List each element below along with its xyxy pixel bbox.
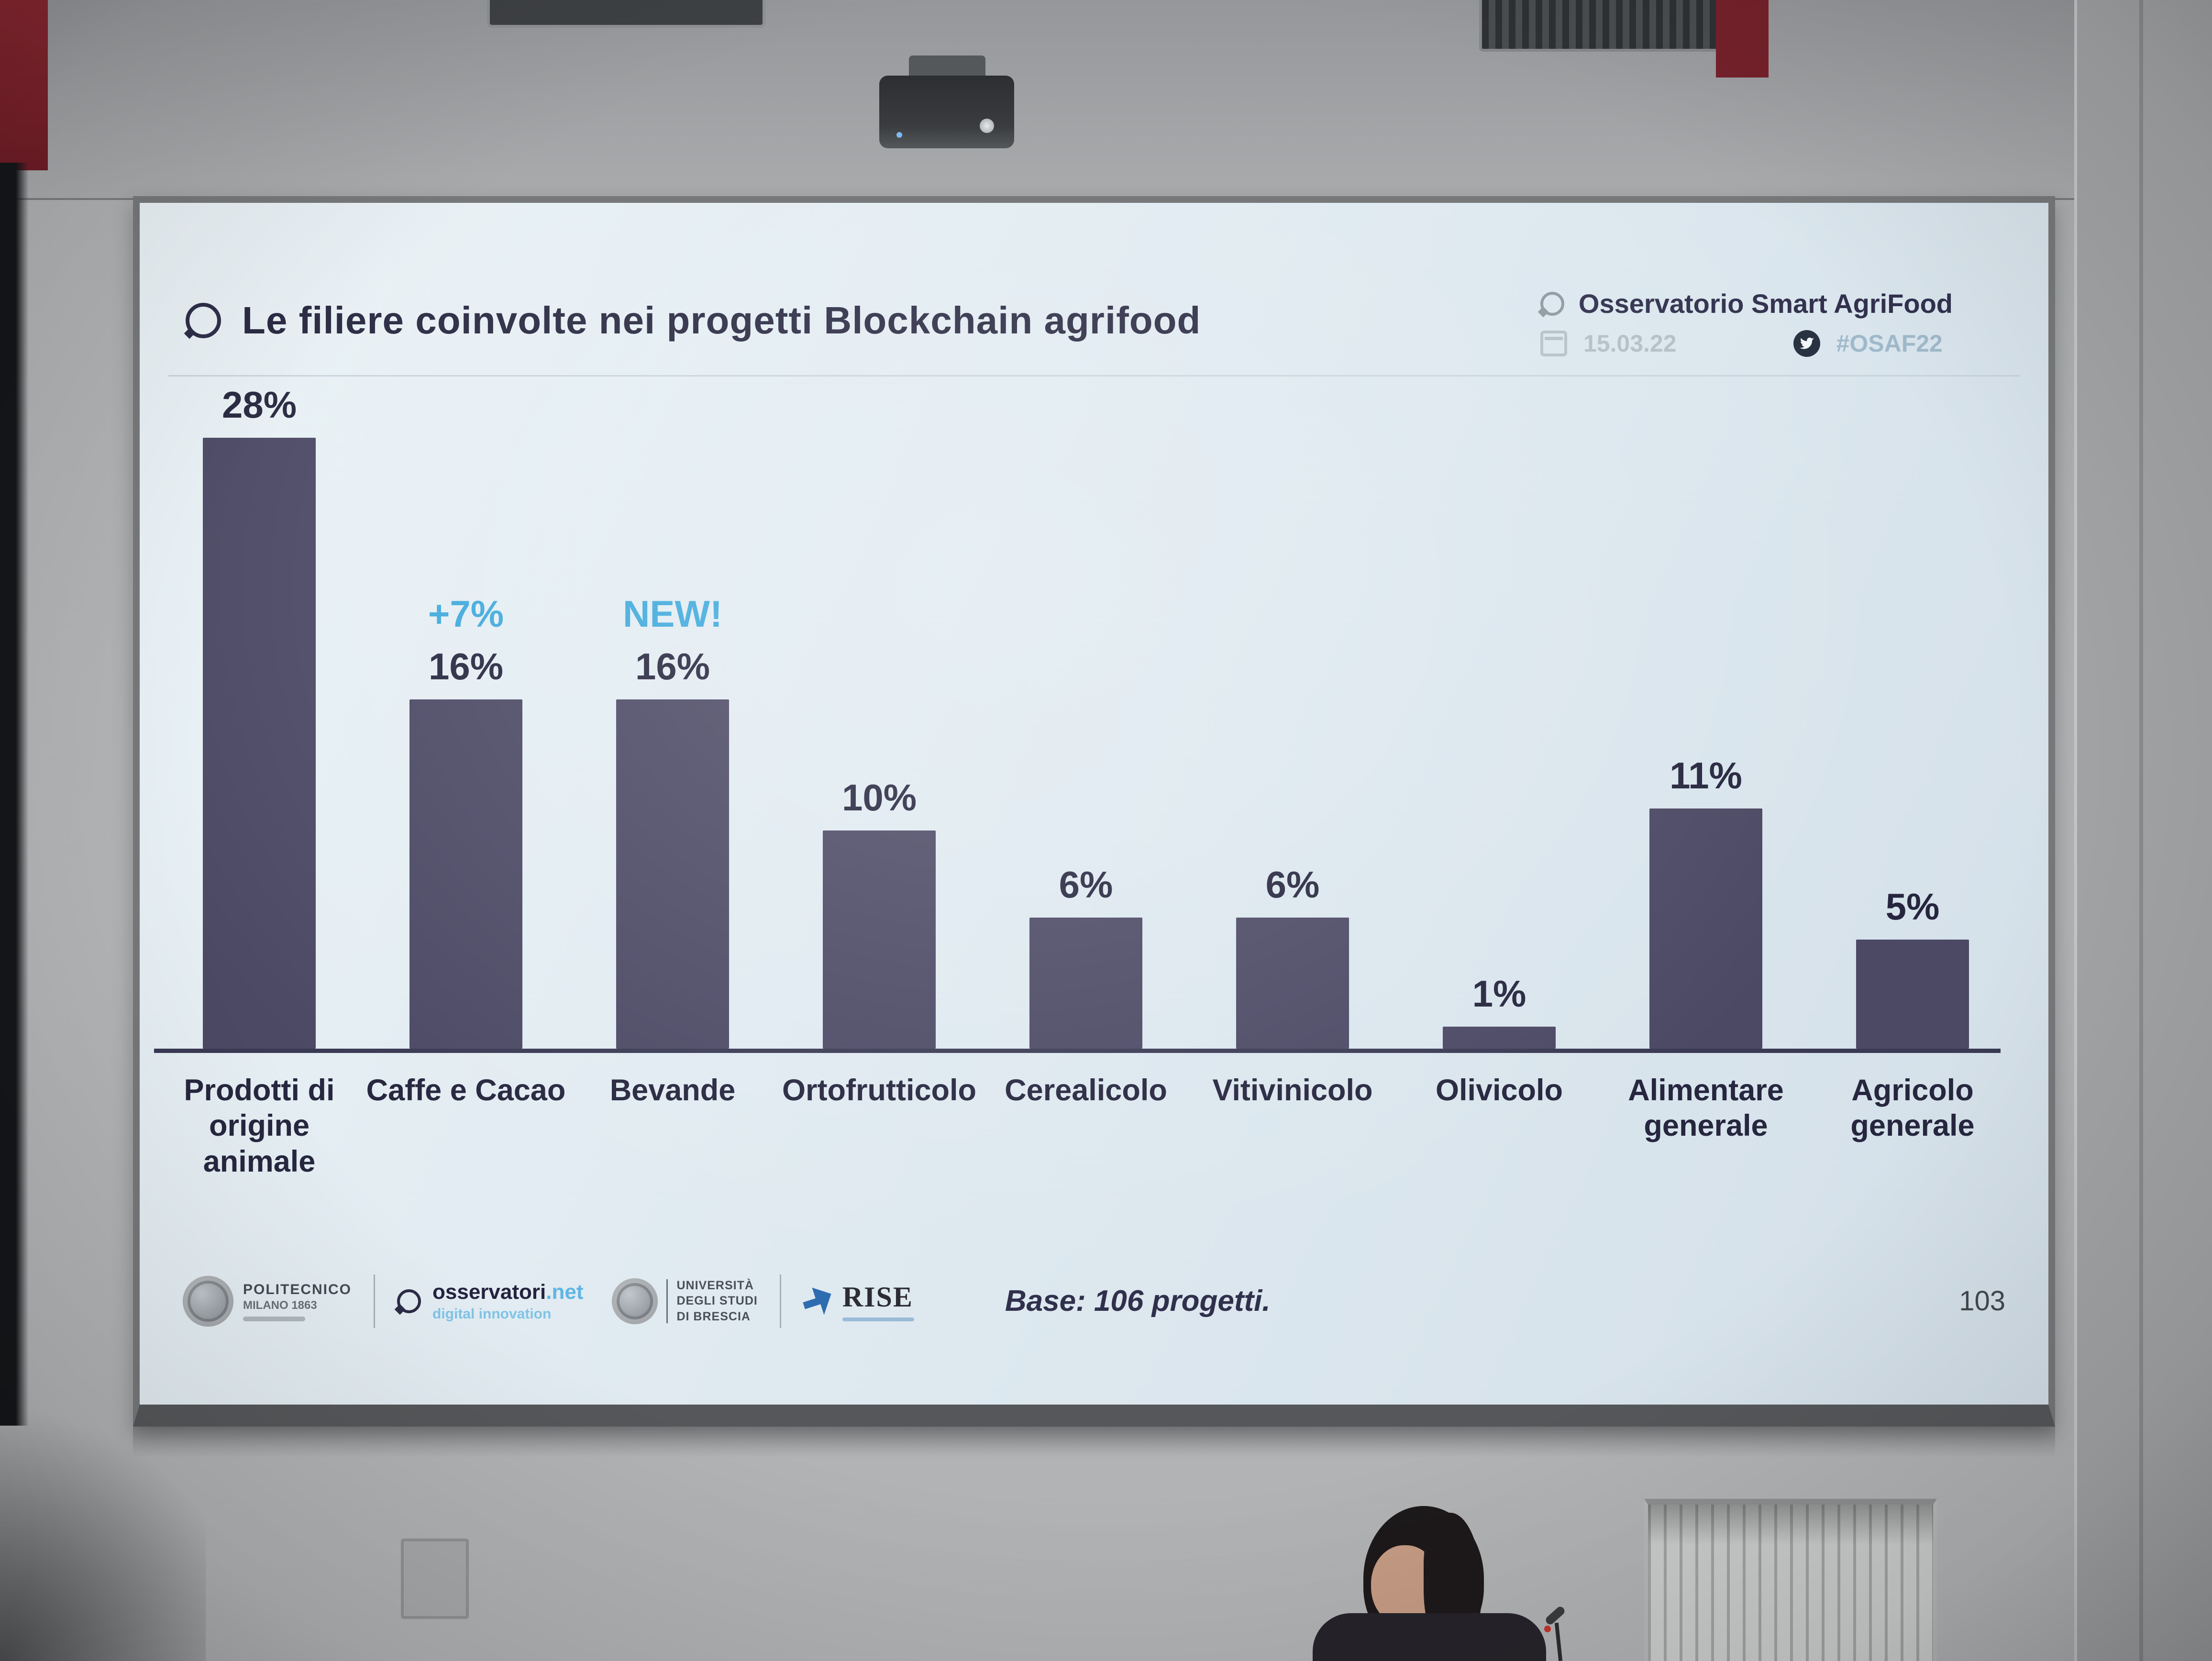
screen-shadow	[133, 1427, 2055, 1457]
polimi-subtext-blur	[243, 1317, 305, 1322]
corner-shadow	[0, 1378, 206, 1661]
ceiling-vent-left	[487, 0, 765, 28]
twitter-icon	[1793, 330, 1820, 357]
bar-category-label: Alimentare generale	[1628, 1074, 1784, 1143]
unibs-logo-text: UNIVERSITÀ DEGLI STUDI DI BRESCIA	[676, 1278, 757, 1325]
bar-category-label: Vitivinicolo	[1212, 1074, 1373, 1107]
slide-date: 15.03.22	[1583, 330, 1677, 357]
osservatori-footer-icon	[397, 1289, 421, 1313]
rise-arrow-icon	[799, 1282, 837, 1319]
bar-category-label: Agricolo generale	[1850, 1074, 1975, 1143]
ceiling-vent-right	[1479, 0, 1724, 52]
room-left-edge	[0, 163, 29, 1426]
base-note: Base: 106 progetti.	[1005, 1285, 1271, 1318]
polimi-logo-text: POLITECNICO MILANO 1863	[243, 1281, 352, 1322]
bar-category-label: Olivicolo	[1435, 1074, 1563, 1107]
bar-category-label: Ortofrutticolo	[782, 1074, 976, 1107]
right-wall	[2074, 0, 2212, 1661]
chart-bar	[1236, 918, 1349, 1049]
unibs-line2: DEGLI STUDI	[676, 1294, 758, 1308]
bar-annotation: +7%	[428, 593, 504, 635]
bar-value-label: 1%	[1472, 973, 1526, 1015]
chart-bar	[203, 438, 316, 1049]
bar-chart: 28% Prodotti di origine animale 16% +7% Caff…	[140, 203, 2048, 1405]
footer-divider	[779, 1274, 781, 1328]
chart-bar	[409, 699, 522, 1049]
chart-bar	[1856, 940, 1969, 1049]
wall-plaque	[401, 1539, 469, 1619]
polimi-line2: MILANO 1863	[243, 1299, 317, 1312]
osservatori-brand: osservatori	[432, 1280, 546, 1304]
page-number: 103	[1959, 1285, 2005, 1317]
bar-value-label: 10%	[841, 776, 917, 819]
bar-value-label: 6%	[1265, 864, 1320, 906]
chart-bar	[1443, 1027, 1556, 1049]
slide-title: Le filiere coinvolte nei progetti Blockc…	[242, 299, 1201, 342]
projector-led	[896, 132, 902, 138]
chart-bar	[823, 830, 936, 1049]
bar-value-label: 11%	[1670, 754, 1742, 797]
unibs-line1: UNIVERSITÀ	[676, 1278, 754, 1292]
microphone-stand	[1554, 1622, 1563, 1661]
projector-lens	[980, 119, 994, 133]
osservatori-bubble-icon-small	[1540, 291, 1564, 316]
projection-screen: Le filiere coinvolte nei progetti Blockc…	[133, 196, 2055, 1427]
date-hashtag-row: 15.03.22 #OSAF22	[1540, 330, 1953, 357]
bar-value-label: 16%	[428, 645, 504, 687]
microphone-led	[1544, 1626, 1551, 1632]
footer-divider	[374, 1274, 376, 1328]
chart-bar	[1029, 918, 1142, 1049]
bar-category-label: Prodotti di origine animale	[184, 1074, 335, 1178]
speaker-body	[1313, 1613, 1546, 1661]
unibs-line3: DI BRESCIA	[676, 1309, 751, 1323]
unibs-logo-seal	[612, 1278, 658, 1324]
calendar-icon	[1540, 331, 1567, 356]
osservatori-bubble-icon	[186, 303, 221, 338]
wall-corner-line	[2139, 0, 2143, 1661]
x-axis-line	[154, 1049, 2001, 1053]
unibs-divider-bar	[666, 1279, 668, 1323]
bar-value-label: 16%	[635, 645, 710, 687]
bar-category-label: Cerealicolo	[1005, 1074, 1167, 1107]
rise-brand: RISE	[842, 1281, 913, 1313]
org-name: Osservatorio Smart AgriFood	[1578, 288, 1953, 319]
ceiling-red-beam-right	[1716, 0, 1769, 78]
bar-category-label: Bevande	[609, 1074, 736, 1107]
bar-value-label: 5%	[1885, 886, 1940, 928]
presentation-slide: Le filiere coinvolte nei progetti Blockc…	[140, 203, 2048, 1405]
ceiling-red-beam-left	[0, 0, 48, 170]
slide-header: Le filiere coinvolte nei progetti Blockc…	[186, 299, 1201, 343]
ceiling	[0, 0, 2212, 200]
unibs-logo: UNIVERSITÀ DEGLI STUDI DI BRESCIA	[612, 1278, 757, 1325]
osservatori-tagline: digital innovation	[432, 1306, 552, 1322]
bar-annotation: NEW!	[623, 593, 722, 635]
event-hashtag: #OSAF22	[1836, 330, 1943, 357]
bar-value-label: 28%	[221, 384, 297, 426]
rise-subtext-blur	[842, 1318, 914, 1321]
header-divider-line	[168, 375, 2020, 376]
chart-bar	[616, 699, 729, 1049]
slide-footer: POLITECNICO MILANO 1863 osservatori.net …	[183, 1259, 2005, 1343]
chart-bar	[1649, 808, 1762, 1049]
slide-header-right: Osservatorio Smart AgriFood 15.03.22 #OS…	[1540, 288, 1953, 357]
osservatori-logo: osservatori.net digital innovation	[397, 1280, 583, 1322]
polimi-line1: POLITECNICO	[243, 1281, 352, 1297]
rise-logo: RISE	[803, 1281, 914, 1321]
bar-category-label: Caffe e Cacao	[366, 1074, 566, 1107]
org-row: Osservatorio Smart AgriFood	[1540, 288, 1953, 319]
wall-vent-grille	[1644, 1499, 1937, 1661]
polimi-logo-seal	[183, 1275, 233, 1327]
osservatori-wordmark: osservatori.net	[432, 1280, 583, 1304]
osservatori-tld: .net	[546, 1280, 584, 1304]
bar-value-label: 6%	[1059, 864, 1113, 906]
